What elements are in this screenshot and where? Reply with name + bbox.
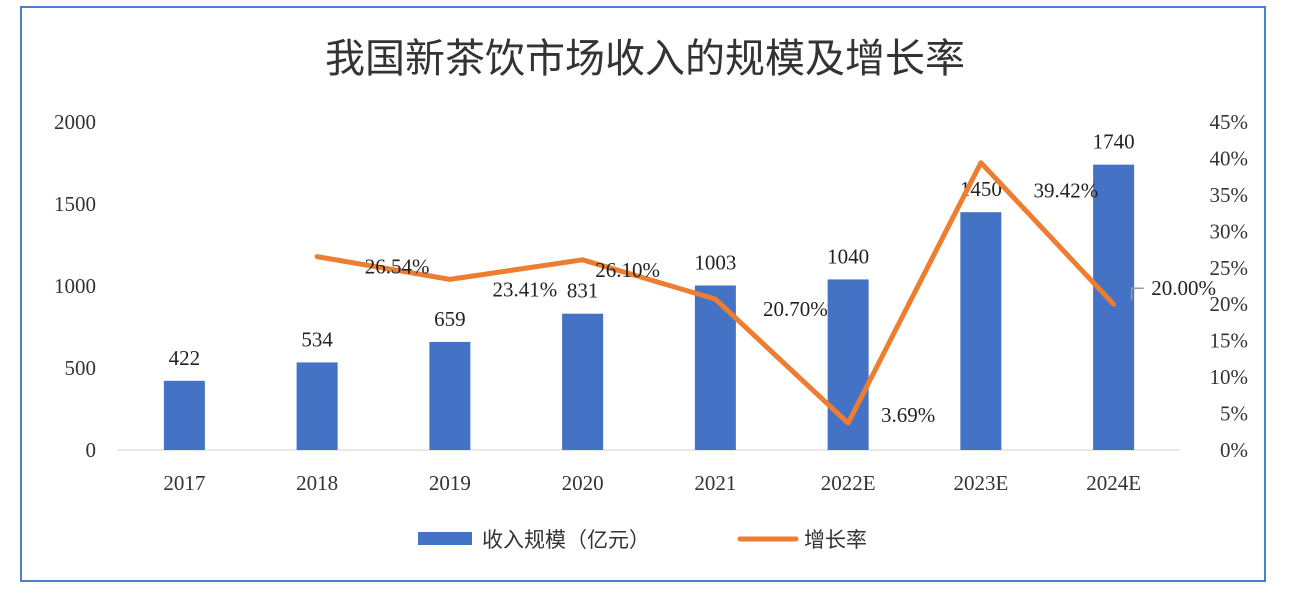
- bar-2018: [296, 362, 338, 450]
- right-tick-label: 25%: [1210, 256, 1249, 280]
- rate-label-2024E: 20.00%: [1151, 276, 1216, 300]
- bar-series: [163, 164, 1135, 450]
- rate-label-2023E: 39.42%: [1034, 179, 1099, 203]
- chart-frame: [20, 6, 1266, 582]
- left-axis-ticks: 0 500 1000 1500 2000: [54, 110, 96, 462]
- legend-bar-swatch: [418, 532, 472, 545]
- legend-bar-label: 收入规模（亿元）: [482, 528, 650, 552]
- bar-2023E: [960, 212, 1002, 450]
- bar-label-2022E: 1040: [827, 244, 869, 268]
- right-tick-label: 40%: [1210, 146, 1249, 170]
- bar-label-2021: 1003: [694, 251, 736, 275]
- x-tick-label: 2019: [429, 471, 471, 495]
- bar-2024E: [1093, 164, 1135, 450]
- x-tick-label: 2018: [296, 471, 338, 495]
- rate-label-2018: 26.54%: [365, 255, 430, 279]
- right-tick-label: 20%: [1210, 292, 1249, 316]
- x-tick-label: 2021: [694, 471, 736, 495]
- bar-label-2020: 831: [567, 279, 599, 303]
- right-tick-label: 0%: [1220, 438, 1248, 462]
- x-tick-label: 2017: [163, 471, 205, 495]
- left-tick-label: 0: [86, 438, 97, 462]
- bar-2019: [429, 341, 471, 450]
- left-tick-label: 1000: [54, 274, 96, 298]
- right-axis-ticks: 0% 5% 10% 15% 20% 25% 30% 35% 40% 45%: [1210, 110, 1249, 462]
- rate-label-2022E: 3.69%: [881, 403, 935, 427]
- bar-label-2017: 422: [169, 346, 201, 370]
- right-tick-label: 15%: [1210, 329, 1249, 353]
- legend: 收入规模（亿元） 增长率: [418, 528, 867, 552]
- x-tick-label: 2020: [562, 471, 604, 495]
- right-tick-label: 45%: [1210, 110, 1249, 134]
- x-axis-ticks: 2017 2018 2019 2020 2021 2022E 2023E 2024E: [163, 471, 1141, 495]
- right-tick-label: 35%: [1210, 183, 1249, 207]
- rate-label-2020: 26.10%: [595, 258, 660, 282]
- right-tick-label: 30%: [1210, 219, 1249, 243]
- x-tick-label: 2023E: [953, 471, 1008, 495]
- left-tick-label: 500: [65, 356, 97, 380]
- bar-label-2018: 534: [301, 327, 333, 351]
- x-tick-label: 2022E: [821, 471, 876, 495]
- legend-line-label: 增长率: [804, 528, 867, 552]
- right-tick-label: 10%: [1210, 365, 1249, 389]
- bar-label-2019: 659: [434, 307, 466, 331]
- line-data-labels: 26.54% 23.41% 26.10% 20.70% 3.69% 39.42% 20.00…: [365, 179, 1216, 427]
- bar-2020: [562, 313, 604, 450]
- left-tick-label: 1500: [54, 192, 96, 216]
- x-tick-label: 2024E: [1086, 471, 1141, 495]
- bar-label-2024E: 1740: [1093, 130, 1135, 154]
- rate-label-2019: 23.41%: [493, 277, 558, 301]
- chart-title: 我国新茶饮市场收入的规模及增长率: [325, 36, 965, 82]
- growth-rate-line: [314, 160, 1117, 426]
- left-tick-label: 2000: [54, 110, 96, 134]
- right-tick-label: 5%: [1220, 402, 1248, 426]
- leader-line-2024E: [1130, 287, 1144, 301]
- bar-2017: [163, 380, 205, 450]
- rate-label-2021: 20.70%: [763, 297, 828, 321]
